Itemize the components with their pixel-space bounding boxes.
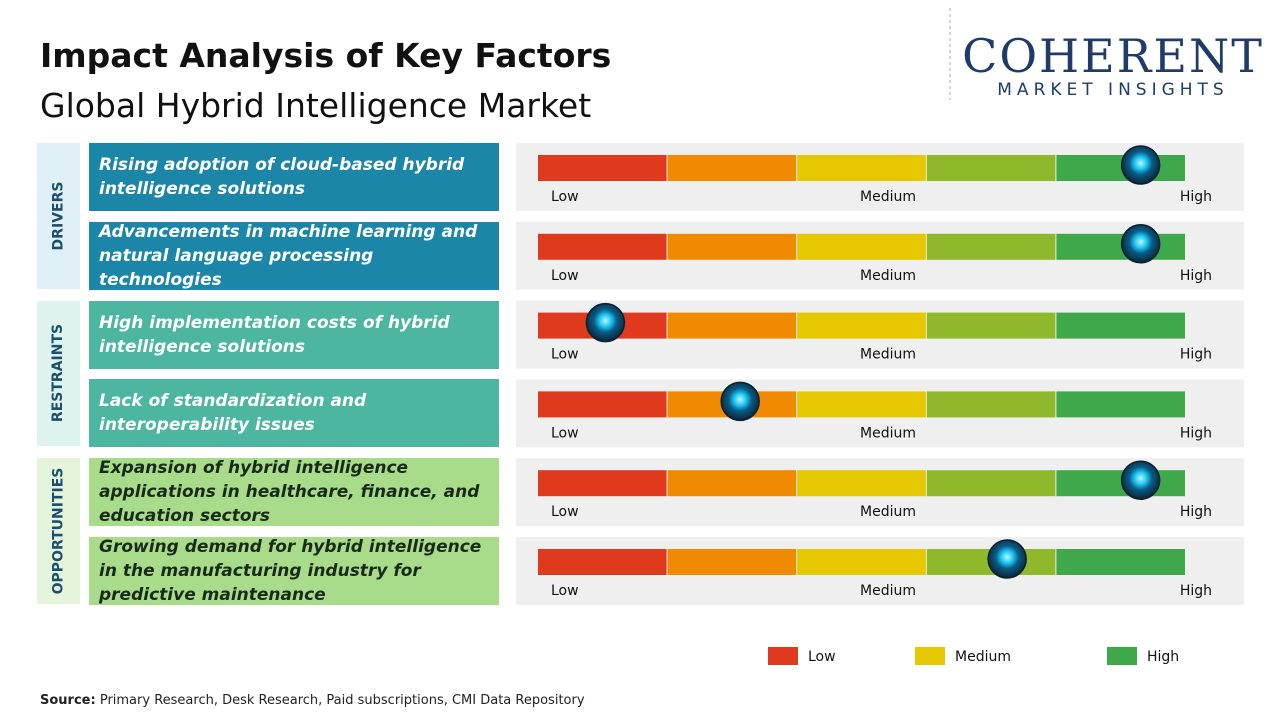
scale-label: High [1180, 268, 1212, 284]
scale-segment [538, 470, 667, 497]
scale-segment [538, 155, 667, 181]
scale-label: High [1180, 425, 1212, 441]
group-label: DRIVERS [37, 143, 80, 289]
source-text: Primary Research, Desk Research, Paid su… [99, 693, 585, 708]
scale-label: Medium [860, 189, 916, 205]
source: Source: Primary Research, Desk Research,… [40, 693, 585, 708]
legend-swatch [1107, 647, 1137, 665]
scale-segment [797, 155, 926, 181]
legend-label: Medium [955, 649, 1011, 665]
subtitle: Global Hybrid Intelligence Market [40, 86, 592, 125]
scale-segment [667, 312, 797, 339]
factor-text: Advancements in machine learning and nat… [89, 221, 499, 290]
scale-segment [1056, 233, 1185, 260]
scale-label: Low [551, 504, 579, 520]
scale-label: Medium [860, 268, 916, 284]
group-name: RESTRAINTS [50, 324, 67, 423]
scale-segment [538, 549, 667, 575]
scale-label: High [1180, 189, 1212, 205]
factor-text: Lack of standardization and interoperabi… [89, 379, 499, 448]
group-name: DRIVERS [50, 181, 67, 251]
scale-segment [1056, 391, 1185, 418]
impact-knob [720, 381, 760, 422]
source-label: Source: [40, 693, 96, 708]
title: Impact Analysis of Key Factors [40, 36, 612, 75]
group-name: OPPORTUNITIES [50, 467, 67, 595]
scale-segment [667, 470, 797, 497]
scale-segment [926, 155, 1056, 181]
factor-text: High implementation costs of hybrid inte… [89, 300, 499, 369]
impact-knob [1120, 460, 1161, 500]
impact-knob [585, 302, 626, 343]
scale-segment [538, 391, 667, 418]
scale-segment [797, 233, 926, 260]
scale-segment [1056, 155, 1185, 181]
impact-knob [1120, 145, 1161, 185]
scale-segment [667, 233, 797, 260]
scale-segment [1056, 312, 1185, 339]
scale-segment [667, 155, 797, 181]
scale-label: Low [551, 425, 579, 441]
logo-tagline: MARKET INSIGHTS [997, 80, 1228, 100]
scale-segment [667, 549, 797, 575]
factor-text: Growing demand for hybrid intelligence i… [89, 537, 499, 605]
factor-text: Expansion of hybrid intelligence applica… [89, 458, 499, 527]
scale-label: High [1180, 583, 1212, 599]
scale-segment [797, 391, 926, 418]
scale-segment [1056, 470, 1185, 497]
scale-label: Low [551, 583, 579, 599]
scale-segment [926, 312, 1056, 339]
scale-segment [797, 312, 926, 339]
factor-text: Rising adoption of cloud-based hybrid in… [89, 143, 499, 211]
group-label: RESTRAINTS [37, 300, 80, 447]
scale-segment [926, 470, 1056, 497]
scale-label: Low [551, 189, 579, 205]
logo-name: COHERENT [962, 29, 1264, 83]
scale-segment [538, 233, 667, 260]
scale-label: Medium [860, 504, 916, 520]
scale-segment [797, 470, 926, 497]
scale-segment [1056, 549, 1185, 575]
scale-label: Low [551, 268, 579, 284]
scale-label: Medium [860, 583, 916, 599]
scale-label: Medium [860, 347, 916, 363]
scale-label: High [1180, 504, 1212, 520]
impact-knob [1120, 224, 1161, 264]
scale-segment [926, 233, 1056, 260]
scale-label: High [1180, 347, 1212, 363]
legend-swatch [768, 647, 798, 665]
legend-label: Low [808, 649, 836, 665]
scale-label: Low [551, 347, 579, 363]
group-label: OPPORTUNITIES [37, 458, 80, 604]
scale-segment [797, 549, 926, 575]
legend-label: High [1147, 649, 1179, 665]
legend-swatch [915, 647, 945, 665]
scale-segment [926, 391, 1056, 418]
impact-knob [987, 539, 1027, 579]
scale-label: Medium [860, 425, 916, 441]
